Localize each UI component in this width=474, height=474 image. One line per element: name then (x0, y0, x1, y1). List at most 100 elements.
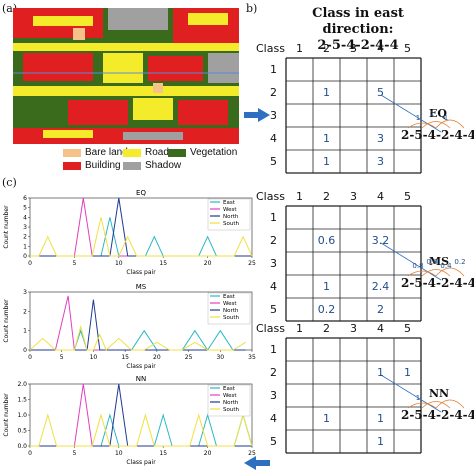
matrix-col-header: 3 (350, 322, 357, 335)
matrix-cell-value: 0.2 (317, 303, 336, 316)
legend-label: West (223, 207, 237, 213)
arc (407, 402, 437, 409)
title-line-2: 2-5-4-2-4-4 (317, 38, 399, 53)
chart-title: NN (136, 375, 146, 383)
matrix-cell-value: 1 (377, 435, 384, 448)
legend-label: South (223, 407, 239, 413)
matrix-cell-value: 1 (377, 366, 384, 379)
matrix-row-header: 4 (270, 412, 277, 425)
matrix-cell-value: 3.2 (371, 234, 390, 247)
matrix-class-header: Class (256, 42, 285, 55)
legend-label: North (223, 214, 239, 220)
x-tick-label: 10 (90, 354, 98, 361)
x-tick-label: 0 (28, 260, 32, 267)
matrix-cell-value: 2.4 (371, 280, 390, 293)
matrix-cell-value: 2 (377, 303, 384, 316)
matrix-class-header: Class (256, 190, 285, 203)
legend-item-vegetation: Vegetation (168, 147, 237, 158)
arc-label: 1 (429, 110, 435, 118)
x-axis-label: Class pair (126, 363, 156, 370)
chart-legend (207, 384, 251, 417)
x-tick-label: 0 (28, 450, 32, 457)
arc (407, 122, 437, 129)
matrix-row-header: 4 (270, 280, 277, 293)
method-label: NN (429, 387, 450, 400)
matrix-row-header: 5 (270, 303, 277, 316)
matrix-col-header: 4 (377, 190, 384, 203)
x-tick-label: 30 (216, 354, 224, 361)
chart-legend (207, 198, 251, 231)
x-tick-label: 25 (185, 354, 193, 361)
matrix-row-header: 1 (270, 211, 277, 224)
y-tick-label: 4 (23, 214, 27, 221)
x-tick-label: 15 (159, 260, 167, 267)
class-sequence: 2-5-4-2-4-4 (401, 276, 474, 290)
matrix-col-header: 2 (323, 42, 330, 55)
x-tick-label: 20 (153, 354, 161, 361)
chart-ms: MS 0 5 10 15 20 25 30 35 0 1 2 3 Class pair Count numb… (3, 283, 256, 370)
legend-item-road: Road (123, 147, 169, 158)
matrix-cell-value: 3 (377, 155, 384, 168)
arc (435, 119, 465, 129)
panel-b-title: Class in east direction: 2-5-4-2-4-4 (278, 6, 438, 54)
matrix-col-header: 2 (323, 190, 330, 203)
matrix-cell-value: 5 (377, 86, 384, 99)
y-axis-label: Count number (3, 393, 10, 437)
y-tick-label: 0 (23, 253, 27, 260)
matrix-row-header: 4 (270, 132, 277, 145)
matrix-row-header: 2 (270, 86, 277, 99)
y-axis-label: Count number (3, 299, 10, 343)
matrix-row-header: 5 (270, 155, 277, 168)
y-tick-label: 3 (23, 224, 27, 231)
matrix-cell-value: 0.6 (317, 234, 336, 247)
matrix-row-header: 3 (270, 257, 277, 270)
x-tick-label: 10 (115, 260, 123, 267)
matrix-row-header: 3 (270, 109, 277, 122)
chart-title: MS (136, 283, 147, 291)
x-tick-label: 20 (204, 450, 212, 457)
matrix-col-header: 4 (377, 322, 384, 335)
method-label: EQ (429, 107, 447, 120)
matrix-col-header: 5 (404, 322, 411, 335)
x-axis-label: Class pair (126, 459, 156, 466)
legend-label: West (223, 393, 237, 399)
x-tick-label: 5 (72, 260, 76, 267)
y-tick-label: 1 (23, 243, 27, 250)
class-sequence: 2-5-4-2-4-4 (401, 408, 474, 422)
matrix-class-header: Class (256, 322, 285, 335)
pointer-line (380, 94, 442, 133)
matrix-col-header: 1 (296, 42, 303, 55)
matrix-col-header: 2 (323, 322, 330, 335)
pointer-line (380, 374, 442, 413)
matrix-nn: Class 1 2 3 4 5 1 2 3 4 5 1 1 1 1 1 NN 2-5-4-2-4-4 1 (256, 320, 474, 460)
matrix-grid (285, 337, 465, 454)
arc (407, 270, 437, 277)
matrix-row-header: 1 (270, 63, 277, 76)
x-tick-label: 25 (248, 260, 256, 267)
legend-label: North (223, 400, 239, 406)
matrix-row-header: 2 (270, 234, 277, 247)
matrix-col-header: 1 (296, 322, 303, 335)
y-tick-label: 2 (23, 234, 27, 241)
legend-label: Bare land (85, 147, 128, 158)
legend-item-bare-land: Bare land (63, 147, 128, 158)
matrix-col-header: 3 (350, 190, 357, 203)
series-line-south (29, 324, 246, 351)
legend-swatch (63, 148, 81, 157)
arc-label: 0.6 (426, 258, 438, 266)
matrix-cell-value: 1 (377, 412, 384, 425)
y-axis-label: Count number (3, 205, 10, 249)
x-tick-label: 5 (72, 450, 76, 457)
matrix-col-header: 5 (404, 42, 411, 55)
matrix-col-header: 4 (377, 42, 384, 55)
arc (435, 267, 465, 277)
legend-label: North (223, 308, 239, 314)
arc (421, 269, 451, 277)
x-axis-label: Class pair (126, 269, 156, 276)
classification-map (13, 8, 239, 144)
series-line-east (30, 329, 246, 351)
matrix-cell-value: 1 (323, 280, 330, 293)
y-tick-label: 0 (23, 347, 27, 354)
legend-label: East (223, 294, 236, 300)
matrix-row-header: 1 (270, 343, 277, 356)
